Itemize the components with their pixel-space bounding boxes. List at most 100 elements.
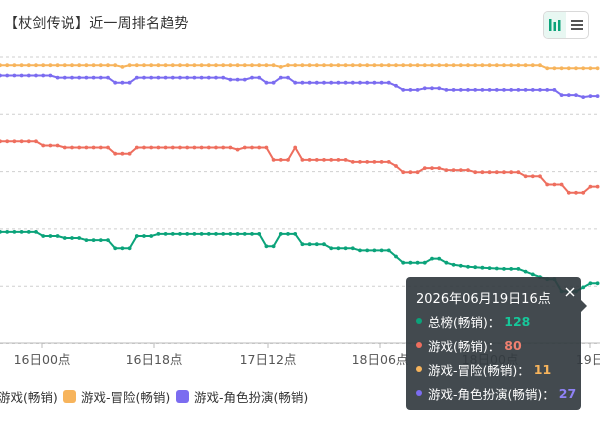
data-point [98, 238, 103, 243]
data-point [84, 238, 89, 243]
data-point [415, 260, 420, 265]
data-point [199, 75, 204, 80]
data-point [206, 232, 211, 236]
data-point [250, 232, 254, 236]
data-point [516, 170, 521, 175]
bar-chart-icon [549, 19, 561, 31]
data-point [343, 158, 348, 162]
data-point [271, 80, 276, 85]
data-point [106, 63, 110, 68]
data-point [19, 73, 24, 78]
tooltip-row-rpg: 游戏-角色扮演(畅销)： 27 [416, 385, 577, 402]
data-point [466, 264, 470, 269]
data-point [581, 190, 586, 195]
data-point [134, 63, 139, 68]
data-point [113, 80, 118, 85]
data-point [120, 246, 125, 251]
data-point [487, 88, 492, 92]
data-point [509, 88, 514, 92]
data-point [451, 168, 456, 173]
data-point [559, 93, 564, 97]
legend-item-rpg[interactable]: 游戏-角色扮演(畅销) [176, 387, 308, 405]
data-point [91, 75, 96, 80]
data-point [235, 147, 240, 152]
data-point [134, 145, 139, 150]
chart-title: 【杖剑传说】近一周排名趋势 [4, 16, 189, 32]
data-point [350, 63, 355, 68]
data-point [581, 95, 586, 99]
data-point [566, 66, 571, 71]
data-point [156, 63, 161, 68]
data-point [221, 232, 226, 236]
data-point [163, 63, 168, 68]
data-point [343, 246, 348, 251]
data-point [134, 234, 139, 238]
data-point [91, 238, 96, 243]
view-toggle[interactable] [543, 11, 589, 39]
data-point [62, 63, 67, 68]
data-point [322, 80, 326, 85]
data-point [444, 168, 449, 173]
series-line [0, 74, 598, 99]
data-point [206, 145, 211, 150]
data-point [185, 145, 190, 150]
data-point [48, 63, 53, 68]
data-point [250, 145, 254, 150]
data-point [127, 246, 132, 251]
legend-item-game[interactable]: 游戏(畅销) [0, 387, 58, 405]
data-point [113, 246, 118, 251]
data-point [408, 170, 413, 175]
data-point [84, 75, 89, 80]
x-tick-label: 16日18点 [126, 352, 183, 367]
data-point [257, 145, 262, 150]
data-point [595, 184, 600, 189]
data-point [523, 174, 528, 179]
data-point [271, 158, 276, 162]
bar-chart-view-button[interactable] [544, 12, 566, 38]
data-point [480, 170, 485, 175]
data-point [41, 234, 46, 238]
data-point [314, 80, 319, 85]
tooltip-value: 27 [558, 385, 577, 401]
series-line [0, 140, 598, 194]
data-point [394, 164, 398, 168]
data-point [581, 66, 586, 71]
tooltip-label: 总榜(畅销) [428, 314, 488, 330]
data-point [502, 63, 506, 68]
tooltip-row-overall: 总榜(畅销)： 128 [416, 313, 530, 330]
data-point [494, 170, 499, 175]
data-point [566, 93, 571, 97]
legend-item-adventure[interactable]: 游戏-冒险(畅销) [63, 387, 170, 405]
tooltip-label: 游戏(畅销) [428, 338, 488, 354]
data-point [307, 80, 312, 85]
data-point [199, 63, 204, 68]
data-point [307, 63, 312, 68]
data-point [588, 184, 593, 189]
data-point [466, 168, 470, 173]
data-point [394, 254, 398, 259]
data-point [437, 86, 442, 91]
tooltip-row-game: 游戏(畅销)： 80 [416, 337, 522, 354]
close-icon[interactable] [564, 285, 576, 299]
data-point [451, 262, 456, 267]
data-point [55, 75, 60, 80]
data-point [422, 166, 427, 171]
data-point [444, 88, 449, 92]
data-point [120, 151, 125, 156]
data-point [574, 190, 578, 195]
data-point [343, 63, 348, 68]
data-point [106, 238, 110, 243]
data-point [523, 269, 528, 274]
data-point [322, 158, 326, 162]
data-point [451, 63, 456, 68]
data-point [235, 63, 240, 68]
data-point [278, 75, 283, 80]
data-point [55, 234, 60, 238]
data-point [422, 86, 427, 91]
data-point [156, 75, 161, 80]
list-view-button[interactable] [566, 12, 588, 38]
data-point [278, 158, 283, 162]
data-point [502, 267, 506, 271]
data-point [372, 160, 377, 164]
data-point [458, 168, 463, 173]
